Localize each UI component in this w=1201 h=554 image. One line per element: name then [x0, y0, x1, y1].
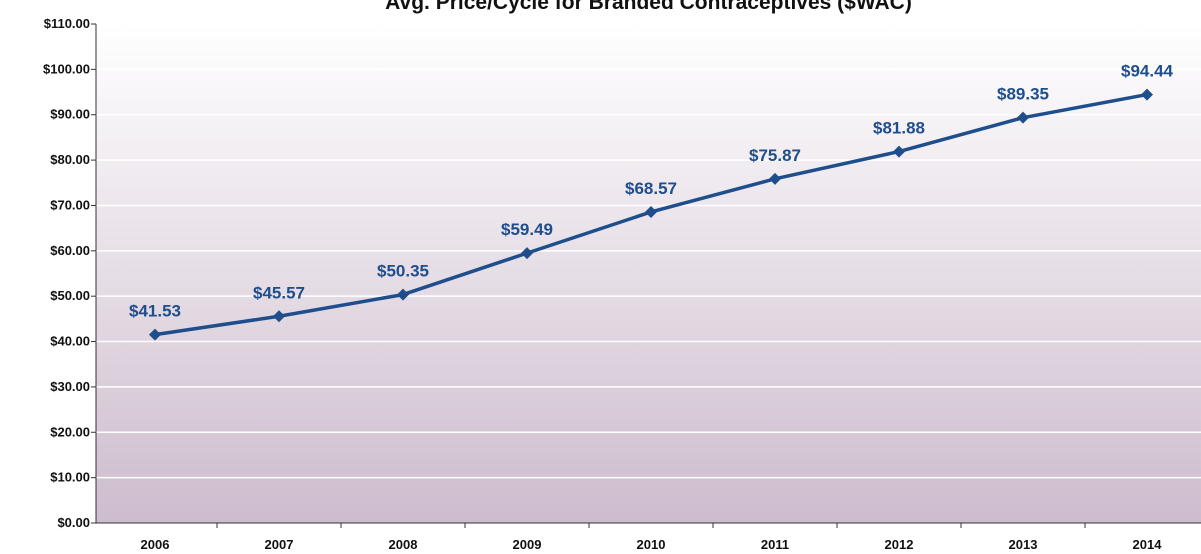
- data-point: [893, 145, 905, 158]
- data-label: $50.35: [377, 262, 429, 281]
- y-tick-label: $60.00: [50, 243, 90, 258]
- y-tick-label: $100.00: [43, 61, 90, 76]
- y-tick-label: $10.00: [50, 470, 90, 485]
- data-point: [149, 328, 161, 341]
- y-axis-tick-labels: $0.00 $10.00 $20.00 $30.00 $40.00 $50.00 $60.0…: [43, 16, 90, 530]
- y-tick-label: $110.00: [44, 16, 90, 31]
- data-point: [645, 205, 657, 218]
- data-label: $89.35: [997, 85, 1049, 104]
- data-markers: [149, 88, 1153, 341]
- data-point: [273, 310, 285, 323]
- y-tick-label: $40.00: [50, 334, 90, 349]
- data-label: $75.87: [749, 146, 801, 165]
- x-axis-tick-labels: 2006 2007 2008 2009 2010 2011 2012 2013 2014: [141, 537, 1163, 552]
- y-tick-label: $50.00: [50, 288, 90, 303]
- y-tick-label: $20.00: [50, 424, 90, 439]
- chart-title: Avg. Price/Cycle for Branded Contracepti…: [385, 0, 912, 14]
- plot-area: [96, 24, 1201, 523]
- x-tick-label: 2013: [1009, 537, 1038, 552]
- x-tick-label: 2008: [389, 537, 418, 552]
- y-tick-label: $70.00: [50, 197, 90, 212]
- data-label: $45.57: [253, 283, 305, 302]
- gridlines: [96, 23, 1201, 479]
- x-tick-label: 2011: [761, 537, 789, 552]
- x-tick-label: 2012: [885, 537, 914, 552]
- axes: [91, 23, 1201, 528]
- data-point: [397, 288, 409, 301]
- data-label: $94.44: [1121, 62, 1174, 81]
- data-label: $41.53: [129, 302, 181, 321]
- data-point: [1017, 111, 1029, 124]
- x-tick-label: 2007: [265, 537, 294, 552]
- x-tick-label: 2010: [637, 537, 666, 552]
- data-label: $59.49: [501, 220, 553, 239]
- x-tick-label: 2006: [141, 537, 170, 552]
- y-tick-label: $90.00: [50, 107, 90, 122]
- data-labels: $41.53 $45.57 $50.35 $59.49 $68.57 $75.87 $81.…: [129, 62, 1174, 321]
- y-tick-label: $30.00: [50, 379, 90, 394]
- data-label: $81.88: [873, 119, 925, 138]
- data-point: [1141, 88, 1153, 101]
- data-label: $68.57: [625, 179, 677, 198]
- data-point: [769, 172, 781, 185]
- x-tick-label: 2009: [513, 537, 542, 552]
- x-tick-label: 2014: [1133, 537, 1163, 552]
- y-tick-label: $80.00: [50, 152, 90, 167]
- data-point: [521, 247, 533, 260]
- y-tick-label: $0.00: [57, 515, 90, 530]
